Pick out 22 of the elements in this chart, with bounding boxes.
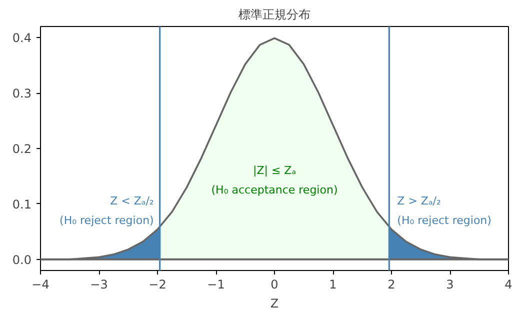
x-tick-label: −4 (32, 278, 50, 292)
annotation: (H₀ acceptance region) (211, 184, 338, 197)
annotation: |Z| ≤ Zₐ (253, 164, 296, 178)
y-tick-label: 0.2 (12, 142, 32, 156)
x-tick-label: −1 (207, 278, 225, 292)
annotation: (H₀ reject region) (397, 214, 492, 228)
x-tick-label: 0 (270, 278, 278, 292)
x-tick-label: −3 (90, 278, 108, 292)
annotation: (H₀ reject region) (60, 214, 154, 228)
annotation: Z > Zₐ/₂ (397, 194, 441, 208)
y-tick-label: 0.3 (12, 86, 32, 101)
y-tick-label: 0.1 (12, 197, 32, 212)
y-tick-label: 0.0 (12, 252, 32, 267)
y-tick-label: 0.4 (12, 31, 32, 46)
annotation: Z < Zₐ/₂ (110, 194, 154, 208)
x-tick-label: 2 (388, 278, 396, 292)
x-tick-label: −2 (148, 278, 166, 292)
chart-title: 標準正規分布 (238, 8, 310, 22)
x-tick-label: 4 (504, 278, 512, 292)
x-tick-label: 3 (446, 278, 454, 292)
x-axis-title: Z (270, 296, 279, 310)
x-tick-label: 1 (329, 278, 337, 292)
